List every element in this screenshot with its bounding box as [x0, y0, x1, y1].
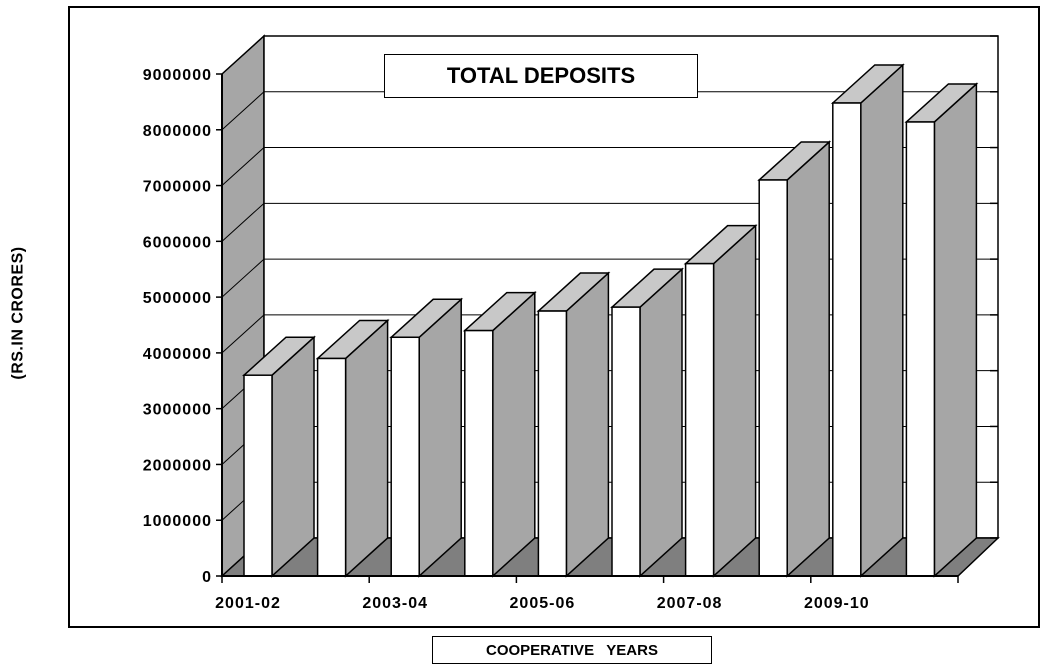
- y-tick-label: 7000000: [143, 179, 212, 196]
- gridline-side: [221, 91, 265, 131]
- y-axis-label: (RS.IN CRORES): [10, 246, 28, 380]
- bar: [390, 336, 420, 577]
- bar: [905, 121, 936, 577]
- bar: [758, 179, 788, 577]
- x-tick-label: 2009-10: [804, 595, 870, 612]
- bar-side: [271, 335, 315, 578]
- y-tick-label: 6000000: [143, 234, 212, 251]
- y-tick-label: 2000000: [143, 457, 212, 474]
- bar: [316, 357, 347, 577]
- gridline-side: [221, 35, 265, 75]
- bar-side: [418, 297, 462, 578]
- x-tick-label: 2003-04: [362, 595, 428, 612]
- y-tick-label: 5000000: [143, 290, 212, 307]
- gridline-side: [221, 202, 265, 242]
- gridline-side: [221, 258, 265, 298]
- bar: [537, 310, 568, 577]
- bar: [684, 262, 715, 577]
- gridline-side: [221, 314, 265, 354]
- bar-side: [786, 140, 830, 578]
- y-tick-label: 9000000: [143, 67, 212, 84]
- bar-side: [492, 290, 536, 578]
- x-axis-label: COOPERATIVE YEARS: [432, 636, 712, 664]
- gridline-side: [221, 147, 265, 186]
- y-axis-label-wrap: (RS.IN CRORES): [2, 198, 36, 428]
- y-tick-label: 0: [202, 569, 212, 586]
- bar-side: [860, 63, 904, 578]
- y-tick-label: 8000000: [143, 123, 212, 140]
- bar-side: [933, 82, 978, 578]
- chart-title: TOTAL DEPOSITS: [384, 54, 698, 98]
- bar: [611, 306, 641, 577]
- y-tick-label: 3000000: [143, 402, 212, 419]
- x-tick-label: 2001-02: [215, 595, 281, 612]
- bar: [243, 374, 273, 577]
- x-tick-label: 2007-08: [657, 595, 723, 612]
- bar-side: [565, 271, 610, 578]
- bar: [464, 329, 494, 577]
- bar-side: [344, 318, 389, 578]
- x-tick-label: 2005-06: [510, 595, 576, 612]
- bar: [832, 102, 862, 577]
- y-tick-label: 1000000: [143, 513, 212, 530]
- y-tick-label: 4000000: [143, 346, 212, 363]
- bar-side: [712, 223, 757, 578]
- bar-side: [639, 267, 683, 578]
